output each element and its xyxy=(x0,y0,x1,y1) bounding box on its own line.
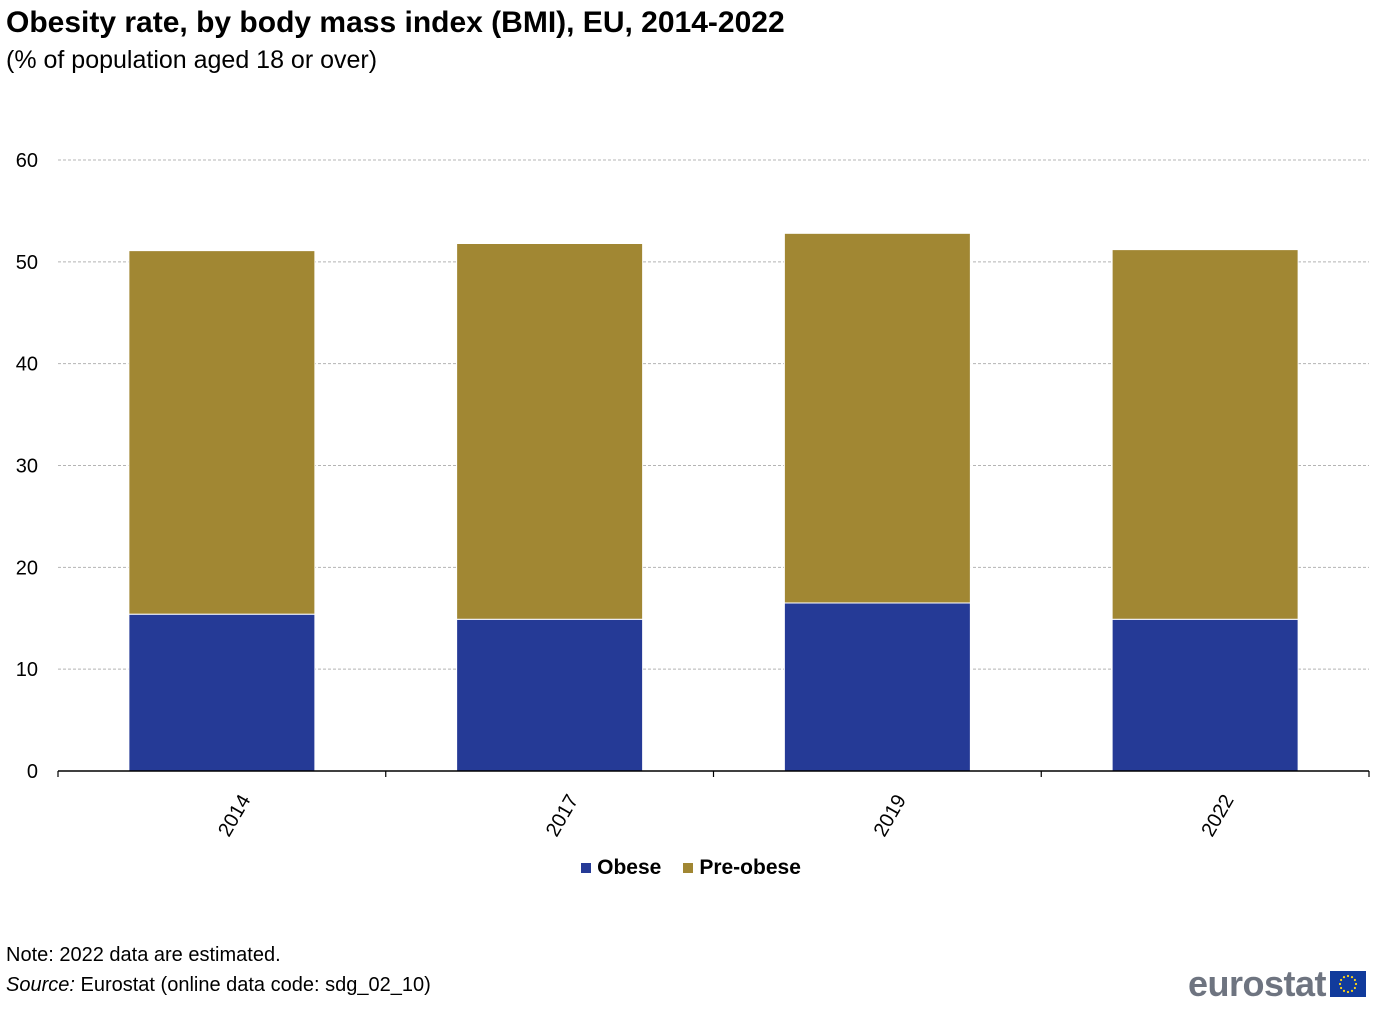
legend-swatch-pre-obese xyxy=(683,863,694,873)
legend-swatch-obese xyxy=(581,863,592,873)
logo-text: eurostat xyxy=(1187,963,1327,1004)
x-tick-label-2019: 2019 xyxy=(870,791,911,841)
bar-obese-2022 xyxy=(1111,618,1299,772)
chart-subtitle: (% of population aged 18 or over) xyxy=(6,46,378,74)
legend-label-obese: Obese xyxy=(597,856,662,879)
eurostat-logo: eurostat xyxy=(1188,963,1366,1005)
legend-item-pre-obese: Pre-obese xyxy=(683,856,801,880)
chart-title: Obesity rate, by body mass index (BMI), … xyxy=(6,6,785,39)
y-tick-label-20: 20 xyxy=(16,557,38,579)
x-tick-label-2022: 2022 xyxy=(1197,791,1238,841)
bar-obese-2014 xyxy=(128,613,316,772)
stacked-bar-chart: 0 10 20 30 40 50 60 2014 2017 2019 2022 xyxy=(16,150,1370,841)
legend-item-obese: Obese xyxy=(581,856,661,880)
bar-pre-obese-2017 xyxy=(456,243,644,620)
bar-obese-2017 xyxy=(456,618,644,772)
y-tick-label-50: 50 xyxy=(16,252,38,274)
chart-note: Note: 2022 data are estimated. xyxy=(6,944,281,966)
eu-flag-icon xyxy=(1330,971,1366,997)
source-text: Eurostat (online data code: sdg_02_10) xyxy=(74,974,431,996)
bar-pre-obese-2014 xyxy=(128,250,316,615)
y-tick-label-10: 10 xyxy=(16,659,38,681)
y-tick-label-0: 0 xyxy=(27,761,38,783)
legend-label-pre-obese: Pre-obese xyxy=(699,856,801,879)
source-label: Source: xyxy=(6,974,75,996)
y-tick-label-60: 60 xyxy=(16,150,38,172)
x-tick-label-2017: 2017 xyxy=(542,791,583,841)
bar-obese-2019 xyxy=(783,602,971,772)
bar-pre-obese-2022 xyxy=(1111,249,1299,620)
y-tick-label-30: 30 xyxy=(16,456,38,478)
chart-legend: Obese Pre-obese xyxy=(0,856,1382,880)
bar-pre-obese-2019 xyxy=(783,232,971,604)
x-tick-label-2014: 2014 xyxy=(214,791,255,841)
y-tick-label-40: 40 xyxy=(16,354,38,376)
chart-source: Source: Eurostat (online data code: sdg_… xyxy=(6,974,431,997)
